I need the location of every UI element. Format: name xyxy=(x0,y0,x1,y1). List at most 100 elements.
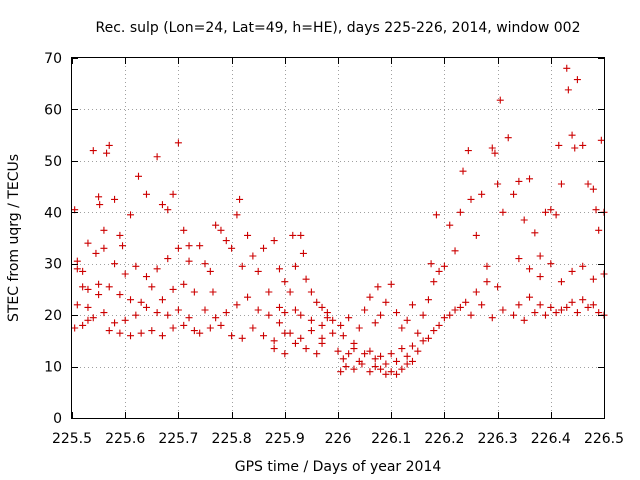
data-point xyxy=(111,195,119,203)
data-point xyxy=(222,309,230,317)
data-point xyxy=(121,270,129,278)
data-point xyxy=(302,275,310,283)
data-point xyxy=(275,319,283,327)
data-point xyxy=(127,211,135,219)
data-point xyxy=(526,175,534,183)
data-point xyxy=(382,360,390,368)
data-point xyxy=(185,314,193,322)
data-point xyxy=(164,206,172,214)
data-point xyxy=(196,242,204,250)
x-tick-label: 226.1 xyxy=(371,431,411,447)
data-point xyxy=(371,355,379,363)
data-point xyxy=(92,249,100,257)
data-point xyxy=(366,347,374,355)
data-point xyxy=(260,332,268,340)
data-point xyxy=(73,301,81,309)
data-point xyxy=(169,285,177,293)
data-point xyxy=(89,314,97,322)
data-point xyxy=(403,352,411,360)
data-point xyxy=(307,316,315,324)
data-point xyxy=(323,314,331,322)
data-point xyxy=(488,144,496,152)
data-point xyxy=(281,350,289,358)
data-point xyxy=(196,329,204,337)
data-point xyxy=(270,337,278,345)
data-point xyxy=(563,303,571,311)
data-point xyxy=(137,329,145,337)
data-point xyxy=(84,239,92,247)
data-point xyxy=(137,298,145,306)
y-tick-labels: 0 10 20 30 40 50 60 70 xyxy=(44,51,62,427)
x-tick-label: 225.9 xyxy=(265,431,305,447)
data-point xyxy=(584,180,592,188)
data-point xyxy=(387,368,395,376)
data-point xyxy=(73,265,81,273)
data-point xyxy=(358,360,366,368)
data-point xyxy=(536,252,544,260)
data-point xyxy=(579,141,587,149)
data-point xyxy=(158,201,166,209)
data-point xyxy=(148,327,156,335)
data-point xyxy=(536,301,544,309)
data-point xyxy=(105,141,113,149)
y-tick-label: 10 xyxy=(44,360,62,376)
data-point xyxy=(424,296,432,304)
data-point xyxy=(573,76,581,84)
y-tick-label: 60 xyxy=(44,102,62,118)
data-point xyxy=(249,252,257,260)
data-point xyxy=(361,306,369,314)
data-point xyxy=(435,267,443,275)
data-point xyxy=(307,288,315,296)
data-point xyxy=(254,306,262,314)
data-point xyxy=(430,327,438,335)
x-tick-label: 225.5 xyxy=(52,431,92,447)
data-point xyxy=(281,309,289,317)
data-point xyxy=(185,257,193,265)
data-point xyxy=(456,208,464,216)
data-point xyxy=(270,237,278,245)
data-point xyxy=(393,309,401,317)
data-point xyxy=(297,311,305,319)
data-point xyxy=(174,306,182,314)
data-point xyxy=(541,208,549,216)
data-point xyxy=(547,260,555,268)
data-point xyxy=(499,306,507,314)
x-tick-label: 226.2 xyxy=(424,431,464,447)
data-point xyxy=(571,144,579,152)
data-point xyxy=(440,314,448,322)
data-point xyxy=(555,141,563,149)
data-point xyxy=(557,278,565,286)
data-point xyxy=(467,311,475,319)
x-tick-label: 226.3 xyxy=(478,431,518,447)
y-tick-label: 50 xyxy=(44,154,62,170)
data-point xyxy=(504,134,512,142)
data-point xyxy=(291,339,299,347)
data-point xyxy=(337,321,345,329)
data-point xyxy=(116,291,124,299)
data-point xyxy=(398,365,406,373)
data-point xyxy=(579,262,587,270)
data-point xyxy=(515,301,523,309)
data-point xyxy=(297,231,305,239)
data-point xyxy=(355,324,363,332)
data-point xyxy=(142,273,150,281)
chart-title: Rec. sulp (Lon=24, Lat=49, h=HE), days 2… xyxy=(96,20,581,36)
data-point xyxy=(307,327,315,335)
data-point xyxy=(366,293,374,301)
x-tick-label: 225.7 xyxy=(158,431,198,447)
x-axis-label: GPS time / Days of year 2014 xyxy=(235,459,442,475)
data-point xyxy=(382,298,390,306)
data-point xyxy=(464,147,472,155)
data-point xyxy=(345,314,353,322)
data-point xyxy=(212,314,220,322)
data-point xyxy=(190,288,198,296)
data-point xyxy=(265,311,273,319)
data-point xyxy=(105,283,113,291)
data-point xyxy=(95,291,103,299)
y-tick-label: 30 xyxy=(44,257,62,273)
data-point xyxy=(515,255,523,263)
data-point xyxy=(557,306,565,314)
data-point xyxy=(291,262,299,270)
data-point xyxy=(595,309,603,317)
